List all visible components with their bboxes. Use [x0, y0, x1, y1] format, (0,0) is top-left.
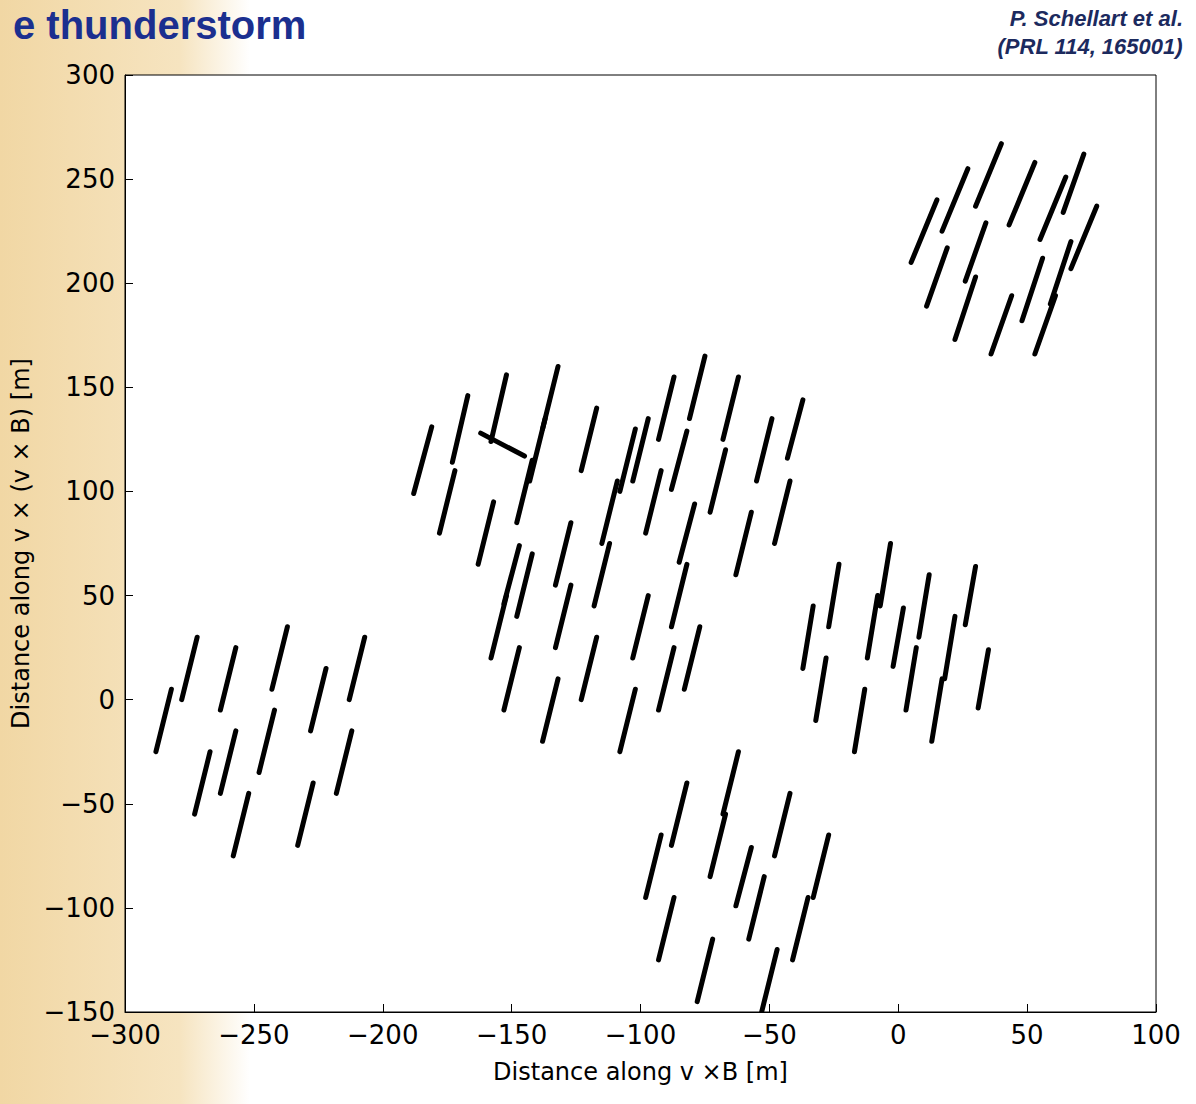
svg-text:−250: −250 [218, 1020, 289, 1050]
svg-text:−50: −50 [742, 1020, 797, 1050]
svg-text:−200: −200 [347, 1020, 418, 1050]
svg-text:P. Schellart et al.: P. Schellart et al. [1010, 6, 1183, 31]
svg-text:−100: −100 [605, 1020, 676, 1050]
svg-text:e thunderstorm: e thunderstorm [13, 3, 306, 47]
svg-text:(PRL 114, 165001): (PRL 114, 165001) [998, 34, 1183, 59]
svg-text:−50: −50 [60, 789, 115, 819]
svg-text:0: 0 [98, 685, 115, 715]
svg-text:−100: −100 [44, 893, 115, 923]
svg-text:200: 200 [65, 268, 115, 298]
svg-text:250: 250 [65, 164, 115, 194]
svg-text:50: 50 [1011, 1020, 1044, 1050]
svg-text:−150: −150 [43, 997, 115, 1027]
svg-text:0: 0 [890, 1020, 907, 1050]
svg-text:150: 150 [65, 372, 115, 402]
svg-text:100: 100 [65, 476, 115, 506]
svg-text:300: 300 [65, 60, 115, 90]
svg-text:Distance along v ×B [m]: Distance along v ×B [m] [493, 1058, 788, 1086]
svg-text:50: 50 [82, 581, 115, 611]
svg-text:Distance along v × (v × B) [m]: Distance along v × (v × B) [m] [7, 358, 35, 729]
svg-text:−300: −300 [89, 1020, 160, 1050]
svg-text:−150: −150 [476, 1020, 547, 1050]
svg-text:100: 100 [1131, 1020, 1181, 1050]
